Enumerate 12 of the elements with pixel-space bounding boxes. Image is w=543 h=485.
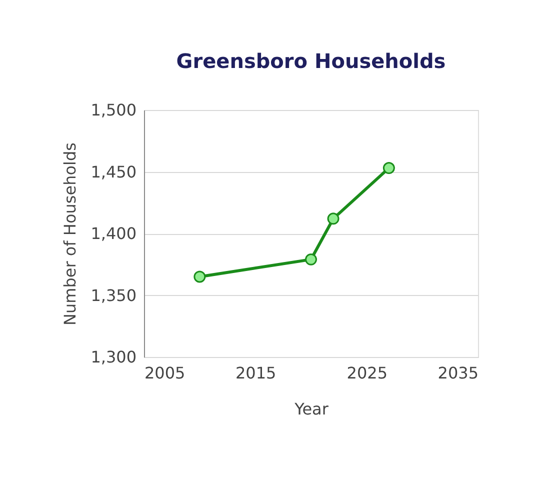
- chart-title: Greensboro Households: [176, 49, 446, 73]
- x-tick-label: 2005: [144, 364, 186, 382]
- y-axis-title: Number of Households: [60, 142, 80, 326]
- y-tick-label: 1,500: [90, 100, 136, 120]
- y-tick-label: 1,450: [90, 162, 136, 182]
- x-tick-label: 2035: [438, 364, 478, 382]
- x-axis-title: Year: [294, 400, 329, 418]
- y-tick-label: 1,400: [90, 224, 136, 243]
- x-tick-label: 2015: [235, 364, 276, 382]
- x-tick-label: 2025: [346, 364, 388, 382]
- y-tick-label: 1,350: [90, 286, 136, 305]
- y-tick-label: 1,300: [90, 348, 136, 366]
